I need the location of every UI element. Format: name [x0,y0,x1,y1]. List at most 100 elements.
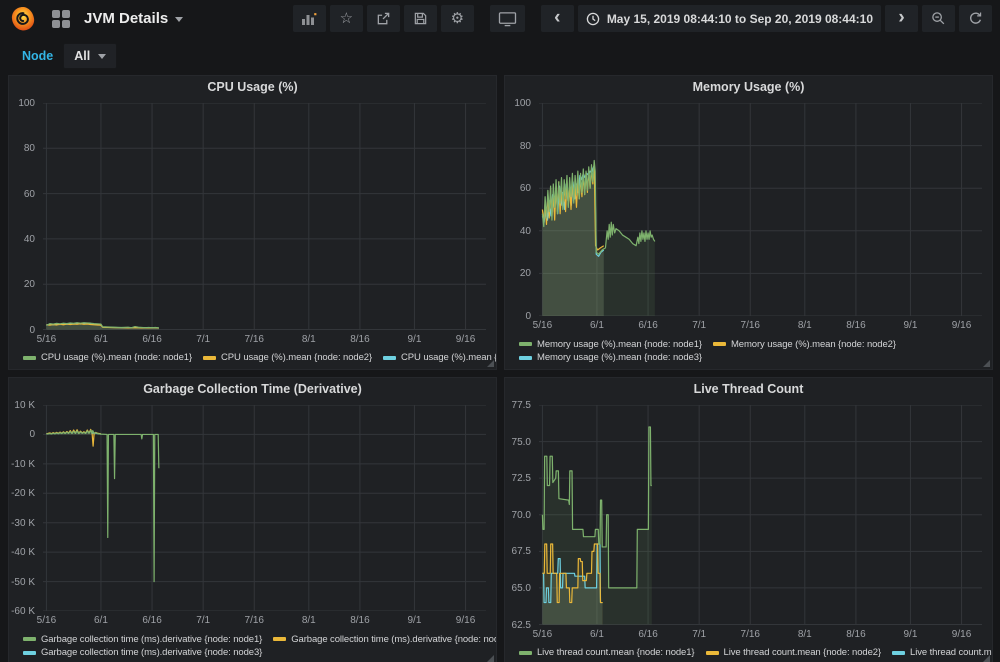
chart-plot[interactable] [539,103,982,316]
x-tick-label: 9/1 [407,333,422,345]
chart-plot[interactable] [43,405,486,611]
cycle-view-button[interactable] [489,5,525,32]
chart-canvas [43,405,486,611]
legend-series-name: Live thread count.mean {node: node1} [537,647,695,658]
x-tick-label: 8/1 [797,628,812,640]
series-line [542,544,602,603]
grafana-logo-icon[interactable] [10,6,36,32]
series-line [542,161,654,255]
panel-garbage-collection-time: Garbage Collection Time (Derivative) -60… [8,377,497,662]
legend-series-name: CPU usage (%).mean {node: node2} [221,352,373,363]
panel-resize-handle[interactable] [983,655,990,662]
dashboards-grid-icon[interactable] [52,9,70,28]
chart-plot[interactable] [43,103,486,330]
dashboard-submenu: Node All [0,37,1000,74]
x-tick-label: 9/1 [407,615,422,626]
legend-item[interactable]: Garbage collection time (ms).derivative … [23,646,262,659]
chart-plot[interactable] [539,405,982,625]
star-button[interactable]: ☆ [329,5,363,32]
dashboard-title[interactable]: JVM Details [84,10,184,27]
series-line [46,323,158,328]
x-tick-label: 6/1 [589,320,604,331]
chart-canvas [539,103,982,316]
panel-title[interactable]: Memory Usage (%) [692,80,805,94]
y-tick-label: 40 [23,233,35,245]
variable-selected-value: All [74,48,91,63]
x-tick-label: 9/16 [951,628,972,640]
y-tick-label: 60 [23,188,35,200]
x-tick-label: 9/1 [903,320,918,331]
plot-wrap: 62.5 65.0 67.5 70.0 72.5 75.0 77.5 5/16 6/1 6/16… [505,400,992,645]
x-tick-label: 6/1 [93,615,108,626]
variable-dropdown-node[interactable]: All [63,42,118,69]
x-tick-label: 6/16 [142,333,162,345]
y-axis-labels: 62.5 65.0 67.5 70.0 72.5 75.0 77.5 [505,400,535,631]
chart-canvas [539,405,982,625]
title-caret-icon [175,17,184,22]
x-tick-label: 5/16 [36,615,57,626]
legend-series-color [203,355,217,360]
x-tick-label: 9/16 [455,333,476,345]
legend-item[interactable]: Live thread count.mean {node: node1} [519,646,695,659]
refresh-button[interactable] [959,5,992,32]
y-tick-label: -20 K [11,488,35,500]
legend-item[interactable]: Live thread count.mean {node: node2} [705,646,881,659]
monitor-icon [498,11,516,26]
y-tick-label: 80 [519,140,531,152]
legend-item[interactable]: CPU usage (%).mean {node: node2} [203,351,372,364]
x-tick-label: 9/1 [903,628,918,640]
chart-canvas [43,103,486,330]
legend-series-name: Memory usage (%).mean {node: node1} [537,338,702,350]
time-back-button[interactable]: ‹ [540,5,574,32]
x-tick-label: 7/16 [244,333,264,345]
panel-resize-handle[interactable] [487,360,494,367]
refresh-icon [970,12,982,24]
share-button[interactable] [366,5,400,32]
time-range-button[interactable]: May 15, 2019 08:44:10 to Sep 20, 2019 08… [577,5,881,32]
legend-item[interactable]: Memory usage (%).mean {node: node1} [519,338,702,351]
x-tick-label: 7/1 [196,615,211,626]
y-tick-label: 100 [18,98,35,109]
panel-live-thread-count: Live Thread Count 62.5 65.0 67.5 70.0 72.5 75… [504,377,993,662]
x-tick-label: 6/16 [638,628,658,640]
settings-button[interactable]: ⚙ [440,5,474,32]
legend-item[interactable]: Garbage collection time (ms).derivative … [23,633,262,646]
series-line [542,427,651,588]
panel-resize-handle[interactable] [487,655,494,662]
panel-title[interactable]: Garbage Collection Time (Derivative) [143,382,362,396]
legend-series-name: Live thread count.mean {node: node3} [910,647,992,658]
y-tick-label: -30 K [11,517,35,529]
legend-item[interactable]: Live thread count.mean {node: node3} [892,646,992,659]
x-tick-label: 6/1 [589,628,604,640]
y-tick-label: 62.5 [511,619,531,631]
add-panel-button[interactable] [292,5,326,32]
legend-series-name: Garbage collection time (ms).derivative … [41,647,263,658]
panel-title[interactable]: CPU Usage (%) [207,80,298,94]
save-button[interactable] [403,5,437,32]
time-forward-button[interactable]: › [885,5,918,32]
legend-item[interactable]: Memory usage (%).mean {node: node3} [519,351,702,364]
chart-legend: Garbage collection time (ms).derivative … [9,631,496,662]
variable-label-node[interactable]: Node [22,48,54,63]
y-tick-label: 75.0 [511,436,531,448]
legend-item[interactable]: CPU usage (%).mean {node: node3} [383,351,496,364]
legend-item[interactable]: Memory usage (%).mean {node: node2} [712,338,896,351]
top-navbar: JVM Details ☆ [0,0,1000,37]
y-tick-label: 100 [514,98,531,109]
plot-wrap: -60 K -50 K -40 K -30 K -20 K -10 K 0 10 K 5/16… [9,400,496,631]
panel-resize-handle[interactable] [983,360,990,367]
x-axis-labels: 5/16 6/1 6/16 7/1 7/16 8/1 8/16 9/1 9/16 [533,320,982,334]
zoom-out-button[interactable] [922,5,955,32]
y-tick-label: 10 K [14,400,35,411]
series-fill [46,430,159,582]
legend-item[interactable]: Garbage collection time (ms).derivative … [273,633,496,646]
legend-series-color [23,637,36,641]
y-tick-label: -50 K [11,576,35,588]
share-icon [377,12,390,25]
series-fill [542,544,603,625]
panel-title[interactable]: Live Thread Count [693,382,804,396]
series-fill [542,166,604,316]
legend-series-color [273,637,287,641]
legend-item[interactable]: CPU usage (%).mean {node: node1} [23,351,192,364]
y-tick-label: 65.0 [511,582,531,594]
